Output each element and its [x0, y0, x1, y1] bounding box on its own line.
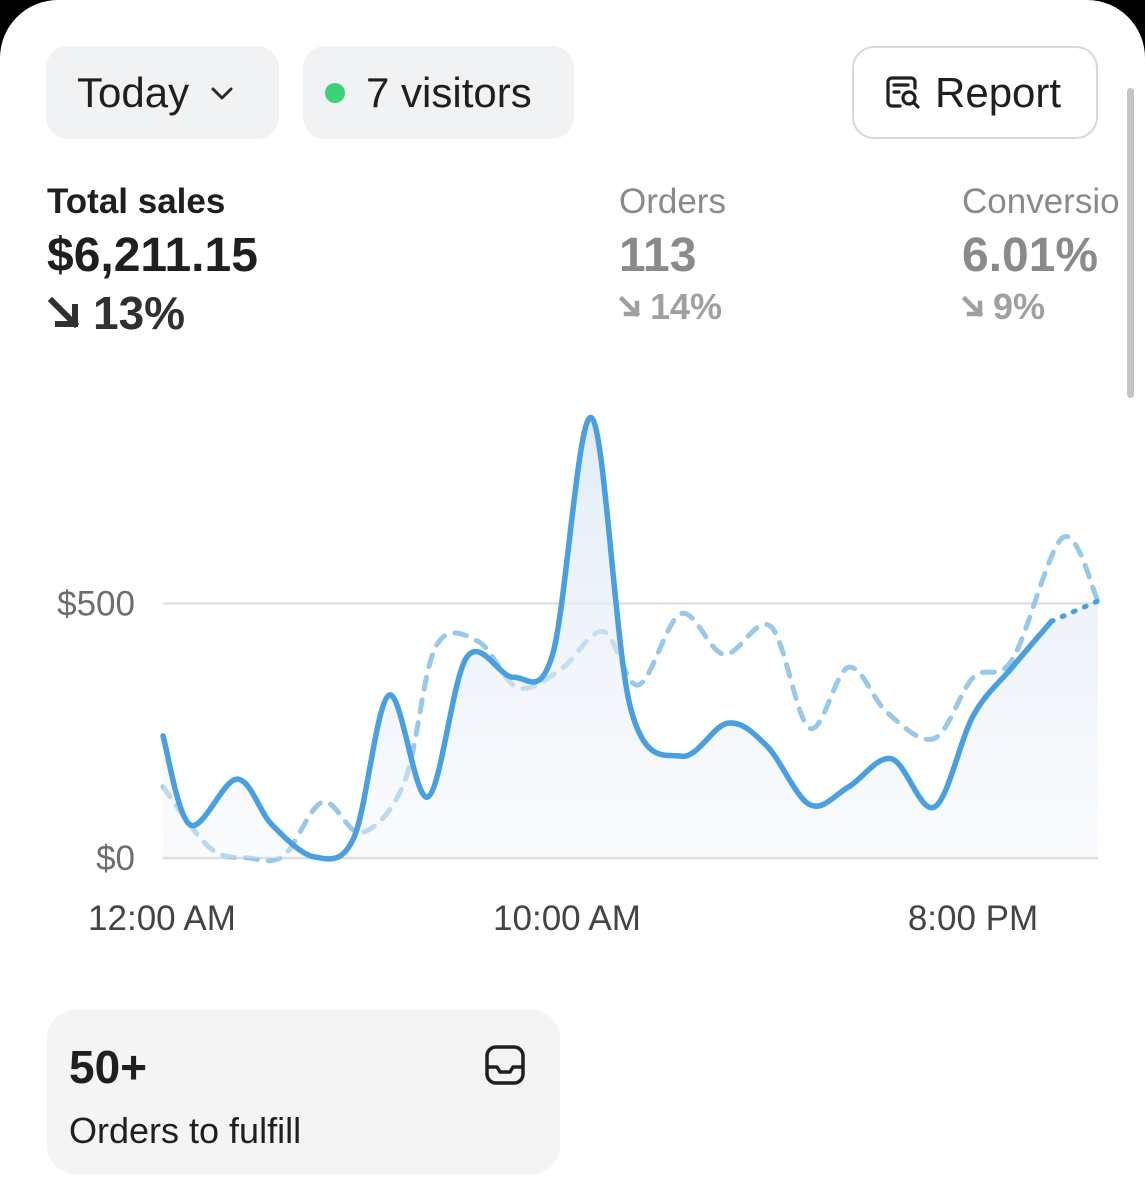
report-label: Report — [935, 68, 1062, 116]
y-tick-label: $0 — [96, 839, 135, 878]
arrow-down-right-icon — [619, 296, 641, 318]
report-button[interactable]: Report — [852, 46, 1098, 139]
fulfill-label: Orders to fulfill — [69, 1110, 302, 1151]
metric-change: 9% — [962, 286, 1120, 328]
inbox-icon — [485, 1045, 525, 1085]
fulfill-count: 50+ — [69, 1041, 148, 1093]
metric-change-value: 13% — [93, 287, 186, 339]
chart-y-labels: $0 $500 — [57, 585, 135, 878]
x-tick-label: 8:00 PM — [908, 899, 1038, 938]
series-line-current — [160, 415, 1055, 862]
x-tick-label: 10:00 AM — [493, 899, 641, 938]
y-tick-label: $500 — [57, 585, 135, 624]
live-dot-icon — [325, 82, 345, 103]
metric-value: $6,211.15 — [47, 229, 258, 282]
arrow-down-right-icon — [47, 296, 80, 329]
series-area — [163, 417, 1098, 859]
metric-change-value: 9% — [993, 286, 1046, 327]
arrow-down-right-icon — [962, 296, 984, 318]
x-tick-label: 12:00 AM — [88, 899, 236, 938]
sales-chart: $0 $500 12:00 AM 10:00 AM 8:00 PM — [57, 415, 1101, 938]
report-search-icon — [886, 75, 920, 109]
metric-total-sales[interactable]: Total sales $6,211.15 13% — [47, 180, 258, 340]
metric-value: 6.01% — [962, 229, 1099, 282]
live-visitors-chip[interactable]: 7 visitors — [303, 46, 574, 139]
chart-x-labels: 12:00 AM 10:00 AM 8:00 PM — [88, 899, 1038, 938]
metric-change: 14% — [619, 286, 726, 328]
metric-orders[interactable]: Orders 113 14% — [619, 180, 726, 328]
metric-label: Conversio — [962, 182, 1120, 221]
metric-label: Total sales — [47, 182, 226, 221]
metric-change: 13% — [47, 286, 258, 340]
period-selector[interactable]: Today — [46, 46, 279, 139]
metric-label: Orders — [619, 182, 726, 221]
visitors-label: 7 visitors — [366, 68, 532, 116]
scrollbar[interactable] — [1127, 88, 1134, 398]
metric-conversion[interactable]: Conversio 6.01% 9% — [962, 180, 1120, 328]
metric-change-value: 14% — [650, 286, 723, 327]
orders-to-fulfill-card[interactable]: 50+ Orders to fulfill — [47, 1010, 560, 1174]
period-label: Today — [77, 68, 190, 116]
series-line-projection — [1048, 598, 1101, 624]
chevron-down-icon — [211, 87, 233, 99]
chart-series — [160, 415, 1101, 864]
series-line-comparison — [160, 534, 1101, 864]
metric-value: 113 — [619, 229, 697, 282]
